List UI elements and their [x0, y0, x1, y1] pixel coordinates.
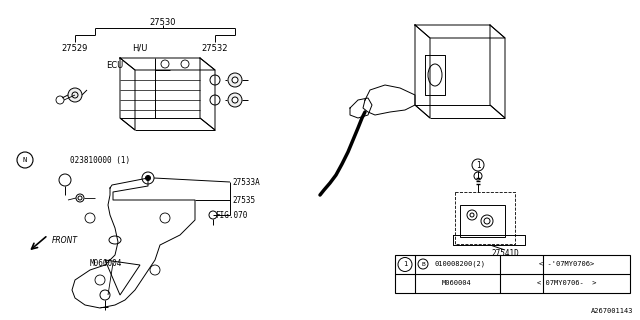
Text: <'07MY0706-  >: <'07MY0706- >	[537, 280, 596, 286]
Text: 1: 1	[476, 161, 480, 170]
Circle shape	[232, 77, 238, 83]
Text: ECU: ECU	[106, 60, 124, 69]
Text: FRONT: FRONT	[52, 236, 78, 244]
Text: 023810000 (1): 023810000 (1)	[70, 156, 130, 164]
Bar	[460, 205, 505, 237]
Text: 27533A: 27533A	[232, 178, 260, 187]
Bar	[455, 192, 515, 244]
Circle shape	[68, 88, 82, 102]
Text: A267001143: A267001143	[591, 308, 633, 314]
Circle shape	[145, 175, 150, 180]
Circle shape	[228, 73, 242, 87]
Text: H/U: H/U	[132, 44, 148, 52]
Text: M060004: M060004	[90, 259, 122, 268]
Bar	[395, 255, 630, 293]
Circle shape	[232, 97, 238, 103]
Text: 1: 1	[403, 261, 407, 268]
Text: FIG.070: FIG.070	[215, 211, 248, 220]
Text: 27535: 27535	[232, 196, 255, 204]
Text: 27529: 27529	[62, 44, 88, 52]
Circle shape	[228, 93, 242, 107]
Text: N: N	[23, 157, 27, 163]
Text: < -'07MY0706>: < -'07MY0706>	[540, 261, 595, 267]
Text: 010008200(2): 010008200(2)	[435, 261, 486, 267]
Text: 27532: 27532	[202, 44, 228, 52]
Text: 27530: 27530	[150, 18, 176, 27]
Text: 27541D: 27541D	[491, 249, 519, 258]
Text: B: B	[421, 261, 425, 267]
Text: M060004: M060004	[442, 280, 472, 286]
